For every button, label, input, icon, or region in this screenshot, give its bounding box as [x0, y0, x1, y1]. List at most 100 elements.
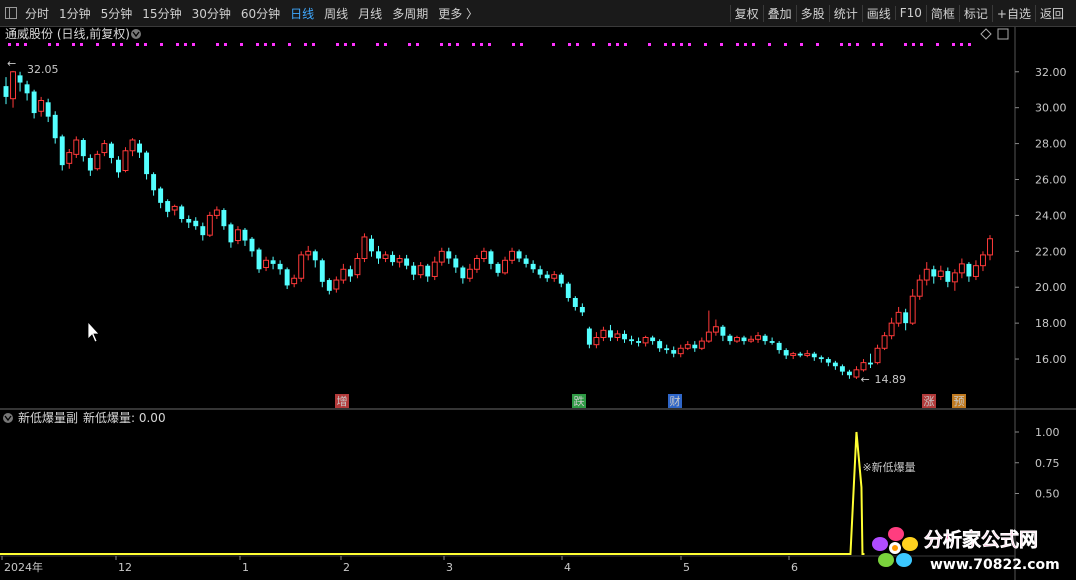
- signal-dot: [416, 43, 419, 46]
- subpanel-menu-icon[interactable]: [3, 413, 13, 423]
- tool-button[interactable]: 多股: [795, 4, 829, 22]
- candle-body: [404, 258, 410, 266]
- candle-body: [671, 350, 677, 354]
- price-tick-label: 20.00: [1035, 281, 1067, 294]
- candle-body: [263, 259, 270, 268]
- candle-body: [769, 341, 775, 343]
- panel-toggle-icon[interactable]: [997, 28, 1009, 40]
- tool-button[interactable]: F10: [894, 6, 926, 20]
- tool-button[interactable]: 叠加: [762, 4, 796, 22]
- candle-body: [776, 342, 782, 351]
- candle-body: [417, 265, 424, 276]
- candle-body: [614, 333, 621, 338]
- candle-body: [551, 274, 558, 279]
- period-tab[interactable]: 日线: [290, 6, 315, 21]
- candle-body: [937, 270, 944, 277]
- period-tab[interactable]: 多周期: [392, 6, 429, 21]
- event-marker[interactable]: [922, 394, 936, 408]
- diamond-icon[interactable]: [980, 28, 992, 40]
- signal-dot: [352, 43, 355, 46]
- signal-dot: [176, 43, 179, 46]
- candle-body: [94, 153, 101, 170]
- tool-button[interactable]: 简框: [925, 4, 959, 22]
- signal-dot: [512, 43, 515, 46]
- signal-dot: [24, 43, 27, 46]
- indicator-title: 新低爆量副: [18, 410, 78, 425]
- period-tab[interactable]: 60分钟: [240, 6, 281, 21]
- indicator-line: [0, 431, 865, 555]
- candle-body: [762, 335, 768, 342]
- period-tab[interactable]: 月线: [358, 6, 383, 21]
- signal-dot: [112, 43, 115, 46]
- candle-body: [987, 238, 993, 256]
- candle-body: [151, 174, 157, 191]
- candle-body: [727, 335, 733, 342]
- signal-dot: [312, 43, 315, 46]
- tool-button[interactable]: +自选: [991, 4, 1035, 22]
- x-axis-label: 4: [564, 561, 571, 574]
- period-tab[interactable]: 分时: [25, 6, 50, 21]
- sidebar-toggle-icon[interactable]: [2, 0, 20, 26]
- candle-body: [425, 265, 431, 277]
- signal-dot: [144, 43, 147, 46]
- event-marker[interactable]: [668, 394, 682, 408]
- x-axis-label: 12: [118, 561, 132, 574]
- signal-dot: [624, 43, 627, 46]
- candle-body: [488, 251, 494, 264]
- period-tab[interactable]: 1分钟: [59, 6, 91, 21]
- signal-dot: [120, 43, 123, 46]
- candle-body: [502, 259, 508, 274]
- tool-button[interactable]: 画线: [861, 4, 895, 22]
- candle-body: [73, 139, 80, 155]
- candle-body: [804, 353, 811, 356]
- chart-area[interactable]: 通威股份 (日线,前复权)32.0030.0028.0026.0024.0022…: [0, 27, 1076, 580]
- candle-body: [129, 139, 136, 152]
- period-tab[interactable]: 周线: [324, 6, 349, 21]
- price-tick-label: 16.00: [1035, 353, 1067, 366]
- low-price-label: 14.89: [874, 373, 906, 386]
- event-marker[interactable]: [572, 394, 586, 408]
- candle-body: [396, 258, 403, 263]
- candle-body: [80, 140, 86, 157]
- signal-dot: [912, 43, 915, 46]
- event-marker[interactable]: [335, 394, 349, 408]
- tool-button[interactable]: 统计: [828, 4, 862, 22]
- period-tab[interactable]: 30分钟: [191, 6, 231, 21]
- candle-body: [650, 337, 656, 342]
- candle-body: [38, 100, 45, 112]
- signal-dot: [968, 43, 971, 46]
- title-dropdown-icon[interactable]: [131, 29, 141, 39]
- signal-dot: [304, 43, 307, 46]
- signal-dot: [440, 43, 443, 46]
- candle-body: [516, 251, 522, 259]
- candle-body: [705, 331, 712, 342]
- candle-body: [783, 350, 789, 356]
- candle-body: [249, 238, 255, 252]
- signal-dot: [592, 43, 595, 46]
- signal-dot: [56, 43, 59, 46]
- candle-body: [523, 258, 529, 264]
- period-tab[interactable]: 15分钟: [142, 6, 182, 21]
- event-marker[interactable]: [952, 394, 966, 408]
- event-marker-label: 跌: [574, 394, 585, 408]
- signal-dot: [48, 43, 51, 46]
- signal-dot: [736, 43, 739, 46]
- candle-body: [438, 250, 445, 263]
- candle-body: [839, 366, 845, 372]
- period-tab[interactable]: 更多 〉: [438, 6, 479, 21]
- candle-body: [179, 206, 185, 219]
- tool-button[interactable]: 标记: [958, 4, 992, 22]
- period-tab[interactable]: 5分钟: [100, 6, 133, 21]
- flower-logo-icon: [872, 527, 918, 567]
- chart-background: [0, 27, 1076, 580]
- candle-body: [319, 260, 325, 282]
- tool-button[interactable]: 返回: [1034, 4, 1068, 22]
- candle-body: [797, 353, 803, 356]
- signal-dot: [408, 43, 411, 46]
- tool-button[interactable]: 复权: [729, 4, 763, 22]
- candle-body: [66, 152, 73, 164]
- candle-body: [537, 269, 543, 275]
- candle-body: [741, 337, 747, 342]
- candle-body: [951, 272, 958, 283]
